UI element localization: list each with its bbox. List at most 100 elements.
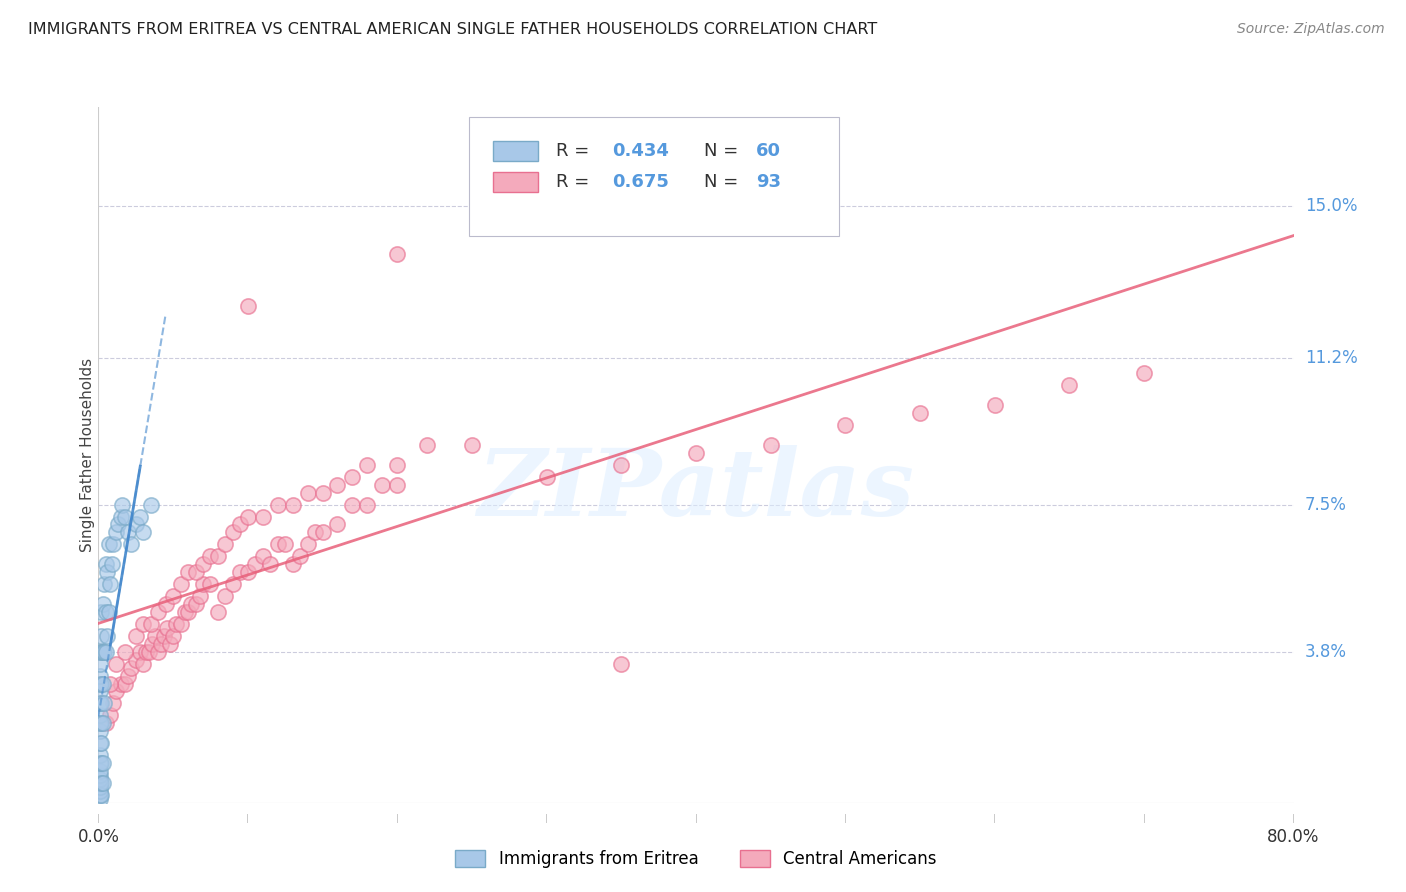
Point <box>150 637 173 651</box>
Point <box>184 565 207 579</box>
Point <box>89 748 111 763</box>
Point <box>304 525 326 540</box>
Text: 7.5%: 7.5% <box>1305 496 1347 514</box>
Point <box>174 605 197 619</box>
Point <box>110 509 132 524</box>
Text: |: | <box>246 814 249 823</box>
Point <box>610 458 633 472</box>
Point <box>139 616 162 631</box>
Point <box>114 509 136 524</box>
Point <box>90 756 112 770</box>
Point <box>105 657 128 671</box>
Point <box>385 458 409 472</box>
Text: 93: 93 <box>756 173 780 191</box>
FancyBboxPatch shape <box>470 118 839 235</box>
Point <box>90 776 112 790</box>
Point <box>685 446 707 460</box>
Point <box>125 629 148 643</box>
Point <box>96 565 118 579</box>
Point <box>90 697 112 711</box>
Point <box>94 558 117 572</box>
Point <box>267 498 290 512</box>
Point <box>326 517 349 532</box>
Point <box>148 645 170 659</box>
Point <box>169 577 191 591</box>
Text: N =: N = <box>704 173 744 191</box>
Point <box>91 716 114 731</box>
Point <box>385 477 409 491</box>
Point <box>207 605 229 619</box>
Point <box>107 517 129 532</box>
Point <box>114 676 136 690</box>
Point <box>207 549 229 564</box>
Point <box>105 525 128 540</box>
Point <box>214 589 236 603</box>
Point <box>132 657 155 671</box>
Point <box>97 537 120 551</box>
Point <box>536 192 558 206</box>
Point <box>311 525 333 540</box>
Point <box>89 684 111 698</box>
Point <box>91 676 114 690</box>
Point <box>141 637 163 651</box>
Point <box>89 792 111 806</box>
Point <box>148 605 170 619</box>
Point <box>245 558 267 572</box>
Point <box>288 549 311 564</box>
Point <box>536 470 558 484</box>
Point <box>610 657 633 671</box>
Point <box>129 509 152 524</box>
Point <box>91 597 114 611</box>
Point <box>267 537 290 551</box>
FancyBboxPatch shape <box>494 172 538 192</box>
Text: ZIPatlas: ZIPatlas <box>478 445 914 534</box>
Point <box>117 525 139 540</box>
Point <box>105 684 128 698</box>
Point <box>89 716 111 731</box>
Point <box>97 605 120 619</box>
Point <box>90 736 112 750</box>
Point <box>132 525 155 540</box>
Point <box>156 621 179 635</box>
Point <box>252 509 274 524</box>
Point <box>89 756 111 770</box>
Point <box>200 549 222 564</box>
Point <box>89 736 111 750</box>
Point <box>169 616 191 631</box>
Point <box>177 565 200 579</box>
Text: |: | <box>1292 814 1295 823</box>
Point <box>162 629 184 643</box>
Text: IMMIGRANTS FROM ERITREA VS CENTRAL AMERICAN SINGLE FATHER HOUSEHOLDS CORRELATION: IMMIGRANTS FROM ERITREA VS CENTRAL AMERI… <box>28 22 877 37</box>
Text: |: | <box>546 814 548 823</box>
Text: |: | <box>844 814 846 823</box>
Point <box>103 537 125 551</box>
Point <box>89 657 111 671</box>
Point <box>326 477 349 491</box>
Point <box>162 589 184 603</box>
Point <box>89 668 111 682</box>
Point <box>93 645 115 659</box>
Point <box>120 660 142 674</box>
Point <box>834 418 856 433</box>
Point <box>91 645 114 659</box>
Point <box>89 764 111 778</box>
Text: 0.434: 0.434 <box>612 142 669 160</box>
Point <box>93 577 115 591</box>
Point <box>214 537 236 551</box>
Point <box>274 537 297 551</box>
Point <box>103 697 125 711</box>
Text: |: | <box>395 814 399 823</box>
Point <box>89 788 111 802</box>
Point <box>98 708 122 723</box>
Point <box>135 645 157 659</box>
Point <box>416 438 439 452</box>
Point <box>101 558 124 572</box>
Y-axis label: Single Father Households: Single Father Households <box>80 358 94 552</box>
Point <box>759 438 782 452</box>
Point <box>90 716 112 731</box>
Point <box>98 577 122 591</box>
Point <box>177 605 200 619</box>
Point <box>180 597 202 611</box>
Point <box>222 525 245 540</box>
Point <box>89 645 111 659</box>
